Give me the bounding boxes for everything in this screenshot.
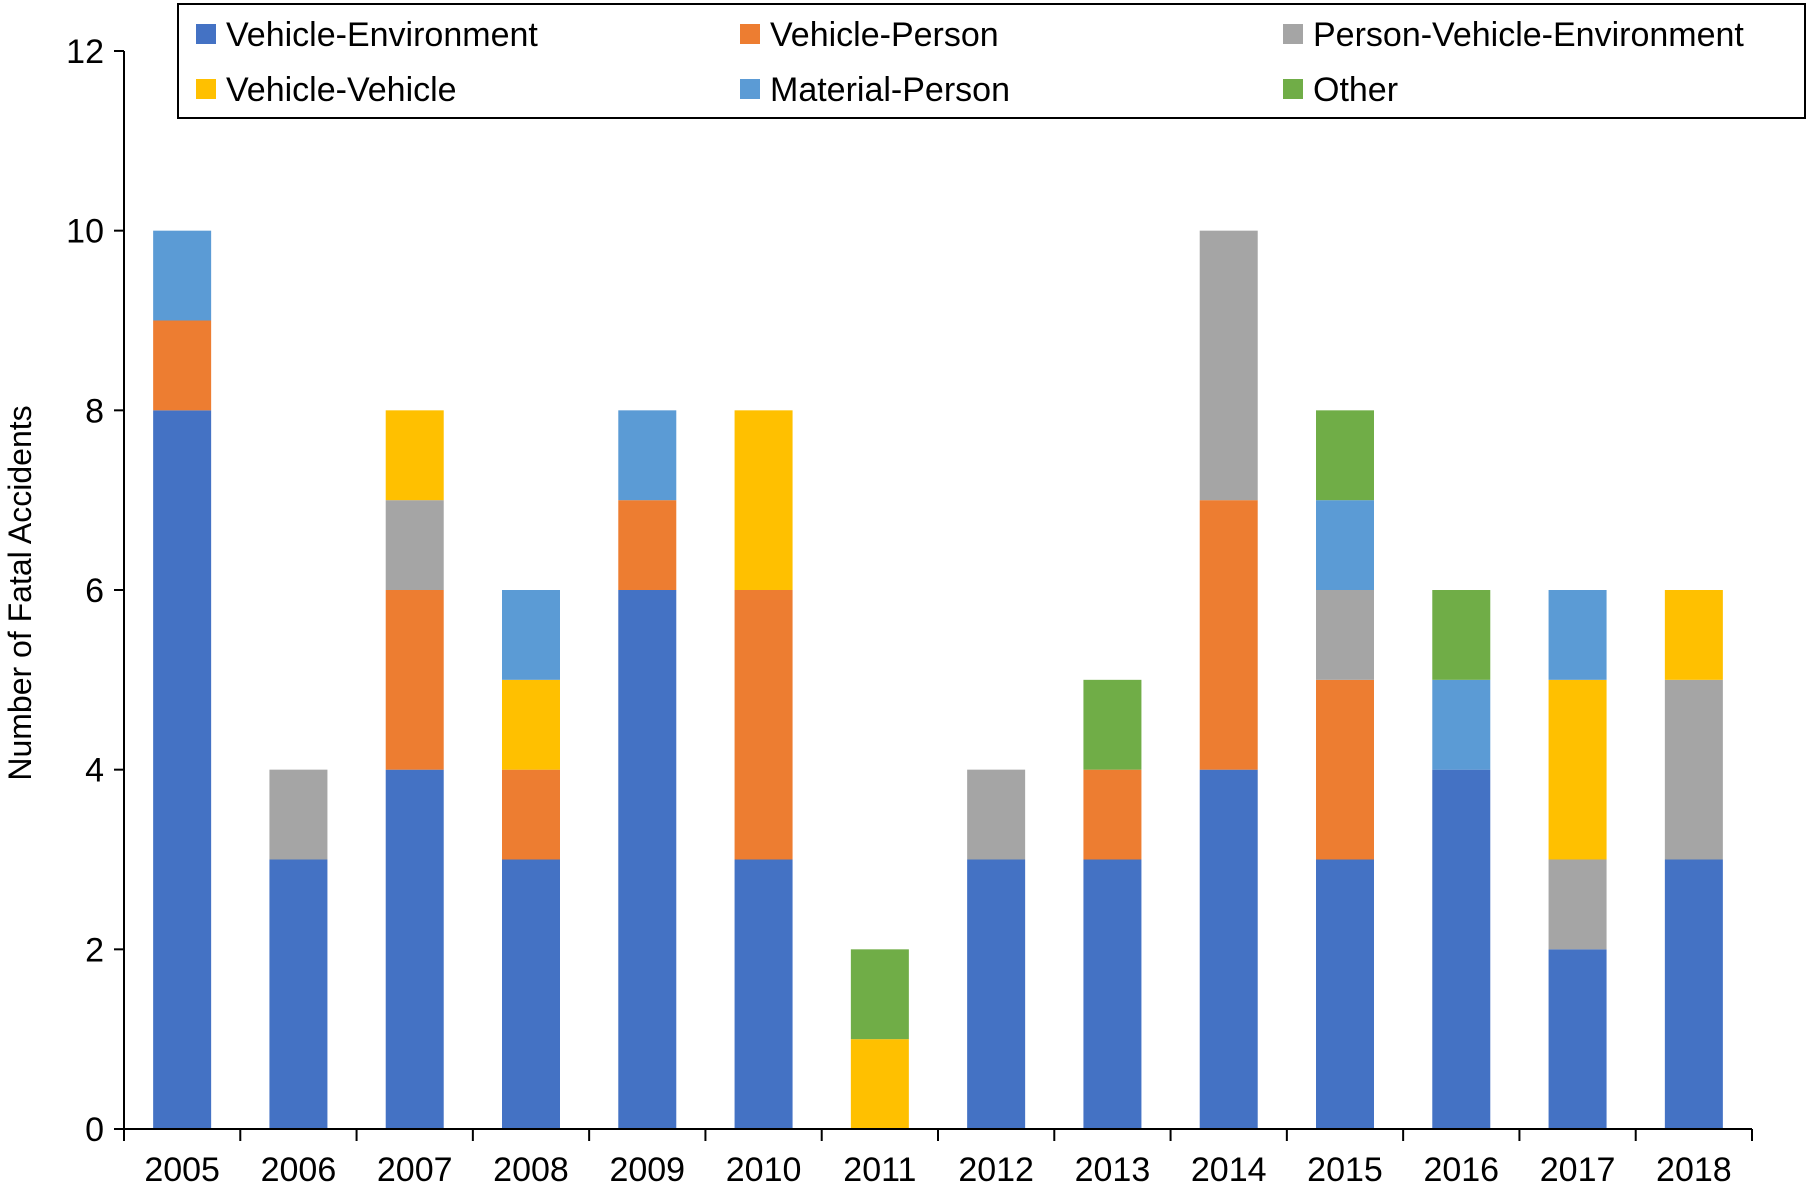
bar-segment-2011-other: [850, 949, 909, 1040]
x-tick-label: 2005: [144, 1151, 220, 1189]
bar-segment-2018-person-vehicle-environment: [1664, 679, 1723, 860]
x-tick-label: 2014: [1191, 1151, 1267, 1189]
bar-segment-2011-vehicle-vehicle: [850, 1039, 909, 1129]
bar-segment-2007-vehicle-environment: [385, 769, 444, 1129]
axes-layer: [123, 51, 1752, 1130]
bar-segment-2014-vehicle-person: [1199, 500, 1258, 770]
bar-segment-2017-material-person: [1548, 590, 1607, 680]
y-tick-label: 6: [85, 572, 104, 610]
y-tick-label: 12: [66, 33, 104, 71]
x-tick-label: 2007: [377, 1151, 453, 1189]
legend-label: Vehicle-Vehicle: [226, 71, 457, 109]
bar-segment-2006-person-vehicle-environment: [269, 769, 328, 860]
bar-segment-2013-vehicle-environment: [1083, 859, 1142, 1129]
bar-segment-2017-person-vehicle-environment: [1548, 859, 1607, 950]
bars-layer: [153, 230, 1723, 1129]
legend: Vehicle-Environment Vehicle-Person Person-…: [177, 3, 1806, 119]
legend-label: Person-Vehicle-Environment: [1313, 16, 1744, 54]
x-tick-label: 2015: [1307, 1151, 1383, 1189]
bar-segment-2014-vehicle-environment: [1199, 769, 1258, 1129]
x-tick-label: 2016: [1423, 1151, 1499, 1189]
bar-segment-2012-person-vehicle-environment: [967, 769, 1026, 860]
bar-segment-2007-vehicle-vehicle: [385, 410, 444, 501]
x-tick-label: 2012: [958, 1151, 1034, 1189]
legend-swatch: [196, 24, 216, 44]
bar-segment-2017-vehicle-vehicle: [1548, 679, 1607, 860]
x-ticks: 2005 2006 2007 2008 2009 2010 2011 2012 2013 2014…: [123, 1129, 1753, 1189]
bar-segment-2010-vehicle-person: [734, 590, 793, 860]
bar-segment-2007-vehicle-person: [385, 590, 444, 770]
bar-segment-2006-vehicle-environment: [269, 859, 328, 1129]
legend-swatch: [1283, 79, 1303, 99]
legend-swatch: [740, 24, 760, 44]
x-tick-label: 2013: [1075, 1151, 1151, 1189]
bar-segment-2009-vehicle-person: [618, 500, 677, 590]
bar-segment-2005-vehicle-person: [153, 320, 212, 411]
x-tick-label: 2011: [843, 1151, 916, 1189]
bar-segment-2016-other: [1432, 590, 1491, 680]
legend-swatch: [740, 79, 760, 99]
y-tick-label: 2: [85, 931, 104, 969]
legend-swatch: [196, 79, 216, 99]
bar-segment-2015-material-person: [1316, 500, 1374, 590]
x-tick-label: 2009: [609, 1151, 685, 1189]
bar-segment-2005-vehicle-environment: [153, 410, 212, 1129]
y-tick-label: 0: [85, 1111, 104, 1149]
bar-segment-2008-material-person: [502, 590, 560, 680]
x-tick-label: 2008: [493, 1151, 569, 1189]
y-tick-label: 8: [85, 392, 104, 430]
bar-segment-2014-person-vehicle-environment: [1199, 230, 1258, 501]
bar-segment-2017-vehicle-environment: [1548, 949, 1607, 1129]
bar-segment-2018-vehicle-vehicle: [1664, 590, 1723, 680]
bar-segment-2008-vehicle-environment: [502, 859, 560, 1129]
legend-items: Vehicle-Environment Vehicle-Person Person-…: [196, 16, 1744, 109]
bar-segment-2010-vehicle-vehicle: [734, 410, 793, 590]
x-tick-label: 2018: [1656, 1151, 1732, 1189]
y-tick-label: 10: [66, 213, 104, 251]
bar-segment-2009-vehicle-environment: [618, 590, 677, 1129]
x-tick-label: 2010: [726, 1151, 802, 1189]
bar-segment-2015-vehicle-environment: [1316, 859, 1374, 1129]
bar-segment-2012-vehicle-environment: [967, 859, 1026, 1129]
bar-segment-2013-other: [1083, 679, 1142, 770]
x-tick-label: 2017: [1540, 1151, 1616, 1189]
x-tick-label: 2006: [261, 1151, 337, 1189]
bar-segment-2005-material-person: [153, 230, 212, 321]
bar-segment-2013-vehicle-person: [1083, 769, 1142, 860]
legend-box: [177, 3, 1806, 119]
bar-segment-2016-material-person: [1432, 679, 1491, 770]
y-axis-title: Number of Fatal Accidents: [2, 405, 38, 780]
y-ticks: 0 2 4 6 8 10 12: [66, 33, 124, 1149]
legend-label: Other: [1313, 71, 1398, 109]
bar-segment-2015-person-vehicle-environment: [1316, 590, 1374, 680]
bar-segment-2010-vehicle-environment: [734, 859, 793, 1129]
legend-label: Vehicle-Environment: [226, 16, 538, 54]
legend-label: Vehicle-Person: [770, 16, 999, 54]
legend-label: Material-Person: [770, 71, 1010, 109]
bar-segment-2015-other: [1316, 410, 1374, 501]
bar-segment-2007-person-vehicle-environment: [385, 500, 444, 590]
legend-swatch: [1283, 24, 1303, 44]
bar-segment-2009-material-person: [618, 410, 677, 501]
bar-segment-2008-vehicle-vehicle: [502, 679, 560, 770]
bar-segment-2015-vehicle-person: [1316, 679, 1374, 860]
bar-segment-2018-vehicle-environment: [1664, 859, 1723, 1129]
bar-segment-2016-vehicle-environment: [1432, 769, 1491, 1129]
y-tick-label: 4: [85, 752, 104, 790]
bar-segment-2008-vehicle-person: [502, 769, 560, 860]
